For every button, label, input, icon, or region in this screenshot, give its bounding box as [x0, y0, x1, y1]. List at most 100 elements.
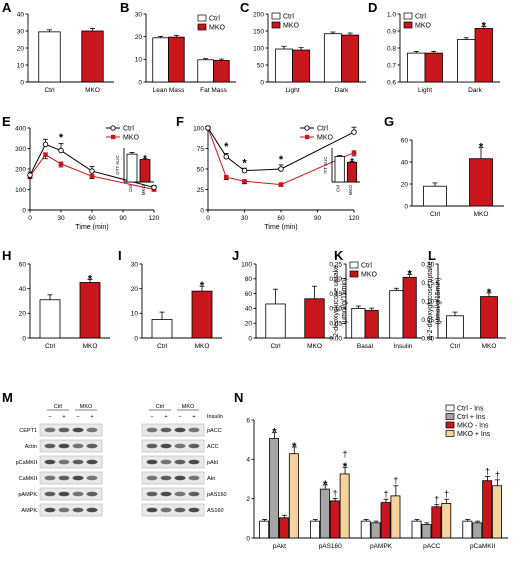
A-y-tick-label: 20: [17, 45, 25, 52]
blot-band: [44, 443, 56, 449]
N-x-tick-label: pCaMKII: [470, 543, 495, 550]
N-bar: [319, 488, 330, 539]
K-significance-mark: *: [408, 268, 413, 280]
E-inset-x-label: Ctrl: [128, 185, 133, 192]
F-point: [223, 153, 229, 160]
E-y-tick-label: 0: [22, 207, 26, 214]
E-point: [151, 184, 157, 191]
N-legend-swatch: [445, 421, 455, 429]
D-x-tick-label: Light: [418, 87, 432, 94]
L-x-tick-label: Ctrl: [450, 343, 461, 350]
blot-row-label: Actin: [25, 444, 37, 450]
panel-N: 0 2 4 6 * * pAkt * † † * pAS160 † † pAMPK † † pACC † † pCaMK…: [246, 404, 508, 550]
F-inset-x-label: Ctrl: [336, 185, 341, 192]
D-significance-mark: *: [482, 20, 487, 32]
G-x-tick-label: MKO: [474, 211, 489, 218]
panel-letter-E: E: [2, 114, 11, 129]
D-x-tick-label: Dark: [468, 87, 482, 94]
F-inset-y-label: ITT AUC: [323, 156, 328, 174]
F-point: [351, 129, 357, 135]
N-significance-mark: *: [292, 441, 297, 453]
K-bar: [364, 310, 379, 339]
C-legend-swatch: [271, 21, 281, 29]
F-inset-bar: [334, 156, 345, 183]
J-bar: [265, 303, 286, 339]
K-bar: [389, 290, 404, 339]
N-legend-swatch: [445, 413, 455, 420]
K-y-tick-label: 0.25: [329, 261, 342, 268]
C-y-tick-label: 0: [260, 79, 264, 86]
blot-sign: −: [48, 414, 51, 420]
B-y-tick-label: 30: [135, 11, 143, 18]
F-point: [351, 150, 357, 155]
blot-band: [72, 507, 84, 513]
panel-letter-N: N: [234, 390, 243, 405]
panel-letter-F: F: [176, 114, 184, 129]
N-significance-mark: †: [343, 449, 348, 459]
F-legend-label: MKO: [317, 135, 334, 142]
blot-row-label: pCaMKII: [16, 460, 38, 466]
D-y-tick-label: 0.9: [387, 28, 396, 35]
B-bar: [213, 60, 230, 83]
K-legend-swatch: [349, 261, 359, 269]
panel-H: 0 20 40 60 Ctrl * MKO: [19, 261, 110, 350]
blot-band: [44, 475, 56, 481]
L-y-tick-label: 0.15: [421, 280, 434, 287]
N-y-tick-label: 2: [246, 496, 250, 503]
E-point: [89, 173, 95, 179]
C-bar: [274, 48, 293, 83]
blot-row-label: ACC: [207, 444, 219, 450]
J-y-tick-label: 100: [241, 261, 252, 268]
C-y-tick-label: 150: [253, 28, 264, 35]
blot-band: [174, 459, 186, 465]
panel-I: 0 10 20 30 Ctrl * MKO: [131, 261, 222, 350]
blot-row-label: AMPK: [21, 508, 37, 514]
panel-D: 0.6 0.7 0.8 0.9 1.0 Light * Dark Ctrl MKO: [387, 11, 500, 94]
I-x-tick-label: MKO: [195, 343, 210, 350]
C-y-tick-label: 50: [257, 62, 265, 69]
blot-sign: −: [76, 414, 79, 420]
blot-band: [160, 475, 172, 481]
blot-band: [44, 427, 56, 433]
E-significance-mark: *: [59, 132, 64, 144]
N-bar: [411, 520, 422, 539]
blot-band: [58, 507, 70, 513]
F-y-tick-label: 100: [193, 125, 204, 132]
L-bar: [480, 296, 498, 339]
I-y-tick-label: 20: [131, 286, 139, 293]
blot-band: [146, 427, 158, 433]
H-y-tick-label: 0: [22, 335, 26, 342]
J-x-tick-label: MKO: [307, 343, 322, 350]
blot-band: [174, 491, 186, 497]
F-point: [278, 166, 284, 172]
blot-band: [86, 475, 98, 481]
N-legend-label: MKO + Ins: [457, 431, 491, 438]
C-bar: [323, 33, 342, 83]
A-bar: [38, 31, 61, 83]
blot-band: [72, 443, 84, 449]
blot-strip: [141, 423, 205, 437]
B-bar: [152, 37, 169, 83]
blot-header: MKO: [182, 404, 195, 410]
D-legend-label: Ctrl: [415, 14, 426, 21]
F-legend-marker: [304, 125, 310, 131]
K-bar: [402, 276, 417, 339]
blot-band: [160, 427, 172, 433]
blot-band: [86, 459, 98, 465]
N-legend-swatch: [445, 404, 455, 412]
blot-sign: +: [62, 414, 65, 420]
blot-band: [188, 427, 200, 433]
N-y-tick-label: 4: [246, 457, 250, 464]
I-x-tick-label: Ctrl: [157, 343, 168, 350]
N-bar: [278, 517, 289, 539]
panel-letter-M: M: [2, 390, 13, 405]
D-legend-label: MKO: [415, 23, 432, 30]
F-inset-significance-mark: *: [350, 156, 354, 166]
N-bar: [259, 520, 270, 539]
K-x-tick-label: Insulin: [394, 343, 413, 350]
blot-strip: [39, 503, 103, 517]
G-y-tick-label: 20: [401, 181, 409, 188]
F-y-tick-label: 25: [197, 187, 205, 194]
F-point: [241, 167, 248, 174]
F-point: [205, 125, 211, 131]
